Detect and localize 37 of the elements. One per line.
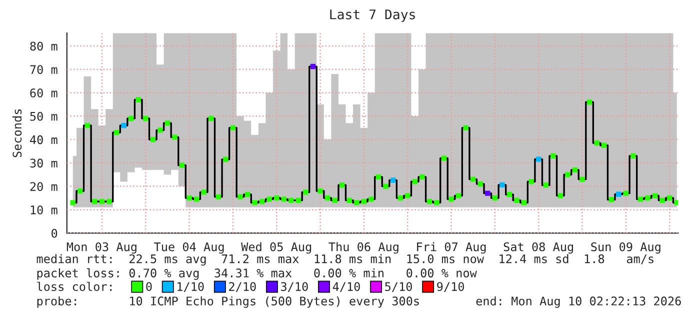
legend-label: 5/10 <box>385 282 412 292</box>
point <box>310 64 316 70</box>
x-tick-label: Mon 03 Aug <box>66 242 136 254</box>
y-tick-label: 40 m <box>30 135 58 144</box>
y-tick-label: 20 m <box>30 182 58 191</box>
legend-title: loss color: <box>37 282 112 292</box>
x-tick-label: Sat 08 Aug <box>504 242 574 254</box>
point <box>121 122 126 128</box>
point <box>390 178 396 183</box>
legend-label: 0 <box>146 282 152 292</box>
chart-title: Last 7 Days <box>330 10 415 22</box>
x-tick-label: Thu 06 Aug <box>328 242 398 254</box>
point <box>616 192 622 197</box>
point <box>500 182 505 188</box>
text: median rtt: 22.5 ms avg 71.2 ms max 11.8 ms min 15.0 ms now 12.4 ms sd 1.8 am/s <box>36 254 654 266</box>
point <box>536 156 542 162</box>
y-tick-label: 30 m <box>30 158 58 168</box>
legend-label: 3/10 <box>281 282 308 292</box>
x-tick-label: Fri 07 Aug <box>417 242 486 254</box>
legend-label: 4/10 <box>332 282 360 292</box>
legend-label: 2/10 <box>229 282 256 292</box>
x-tick-label: Tue 04 Aug <box>154 242 224 254</box>
text: packet loss: 0.70 % avg 34.31 % max 0.00 % min 0.00 % now <box>37 268 477 280</box>
legend-label: 1/10 <box>178 282 204 292</box>
y-tick-label: 10 m <box>30 205 58 214</box>
point <box>485 190 490 196</box>
y-tick-label: 60 m <box>30 88 58 98</box>
x-tick-label: Sun 09 Aug <box>591 242 660 254</box>
y-axis-title: Seconds <box>12 109 22 158</box>
y-tick-label: 0 <box>52 228 58 238</box>
text: end: Mon Aug 10 02:22:13 2026 <box>476 296 681 308</box>
legend-label: 9/10 <box>437 282 464 292</box>
y-tick-label: 50 m <box>30 112 58 121</box>
text: probe: 10 ICMP Echo Pings (500 Bytes) every 300s <box>37 296 419 308</box>
y-tick-label: 80 m <box>30 42 58 51</box>
y-tick-label: 70 m <box>30 65 58 74</box>
x-tick-label: Wed 05 Aug <box>241 242 312 254</box>
